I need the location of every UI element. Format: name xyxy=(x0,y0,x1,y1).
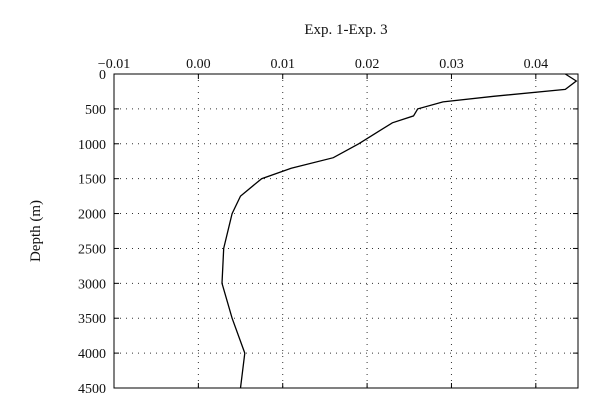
y-tick-labels: 0 500 1000 1500 2000 2500 3000 3500 4000 4500 xyxy=(78,68,106,397)
series-layer xyxy=(221,73,578,389)
y-tick-label: 4000 xyxy=(78,347,106,362)
y-tick-label: 2500 xyxy=(78,242,106,257)
ticks-layer xyxy=(113,73,578,389)
y-tick-label: 3000 xyxy=(78,277,106,292)
y-axis-title: Depth (m) xyxy=(28,200,44,262)
y-tick-label: 3500 xyxy=(78,312,106,327)
y-tick-label: 500 xyxy=(85,103,106,118)
x-tick-label: 0.01 xyxy=(270,57,295,72)
x-tick-label: 0.03 xyxy=(439,57,464,72)
x-tick-label: 0.00 xyxy=(186,57,211,72)
plot-frame xyxy=(113,73,579,389)
grid-layer xyxy=(114,74,578,388)
y-tick-label: 1000 xyxy=(78,138,106,153)
x-tick-label: 0.02 xyxy=(355,57,380,72)
y-tick-label: 1500 xyxy=(78,173,106,188)
x-tick-labels: −0.01 0.00 0.01 0.02 0.03 0.04 xyxy=(98,57,548,72)
depth-profile-line xyxy=(221,73,578,389)
y-tick-label: 2000 xyxy=(78,208,106,223)
x-axis-title: Exp. 1-Exp. 3 xyxy=(304,22,387,38)
x-tick-label: 0.04 xyxy=(524,57,549,72)
y-tick-label: 4500 xyxy=(78,382,106,397)
y-tick-label: 0 xyxy=(99,68,106,83)
x-tick-label: −0.01 xyxy=(98,57,130,72)
